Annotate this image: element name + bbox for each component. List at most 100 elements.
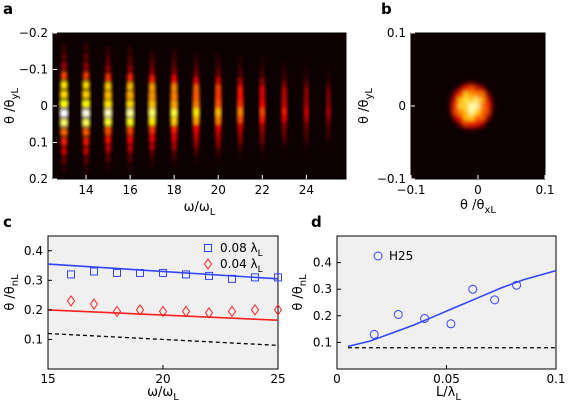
harmonic-stripe-segment — [106, 46, 111, 55]
harmonic-stripe-segment — [171, 133, 177, 142]
panel-d-background — [336, 235, 557, 370]
legend-entry-label: 0.08 λL — [220, 241, 263, 259]
harmonic-stripe-segment — [237, 86, 244, 95]
panel-c-xlabel: ω/ωL — [147, 385, 179, 403]
harmonic-stripe-segment — [326, 95, 331, 104]
panel-c-axes: 15 20 250.10.20.30.4ω/ωLθ /θnL — [3, 244, 286, 403]
harmonic-stripe-19 — [192, 53, 200, 164]
panel-b-xlabel-part: x — [484, 205, 490, 216]
harmonic-stripe-segment — [282, 73, 287, 82]
harmonic-stripe-segment — [59, 99, 69, 108]
panel-b-xlabel: θ /θxL — [460, 198, 496, 216]
harmonic-stripe-segment — [326, 113, 331, 122]
spot-speckle — [474, 97, 480, 103]
harmonic-stripe-segment — [128, 46, 133, 55]
harmonic-stripe-segment — [215, 84, 222, 93]
harmonic-stripe-segment — [148, 91, 156, 100]
harmonic-stripe-21 — [237, 57, 244, 160]
harmonic-stripe-24 — [303, 60, 309, 157]
harmonic-stripe-segment — [105, 153, 111, 162]
harmonic-stripe-segment — [216, 61, 221, 70]
harmonic-stripe-segment — [84, 165, 89, 174]
data-point-circle — [420, 313, 430, 323]
spot-speckle — [479, 103, 485, 109]
data-point-diamond — [273, 304, 283, 316]
x-tick-label: 15 — [40, 372, 55, 386]
data-point-diamond — [250, 304, 260, 316]
harmonic-stripe-segment — [150, 158, 155, 167]
harmonic-stripe-segment — [238, 137, 243, 146]
spot-speckle — [463, 91, 469, 97]
harmonic-stripe-segment — [259, 93, 266, 102]
y-tick-label: 0 — [40, 99, 48, 113]
panel-a-xlabel-part: ω/ω — [184, 200, 210, 215]
harmonic-stripe-segment — [326, 126, 331, 135]
harmonic-stripe-segment — [105, 73, 111, 82]
harmonic-stripe-segment — [326, 76, 331, 85]
data-point-diamond — [204, 306, 214, 319]
panel-c-divergence-vs-harmonic: 0.08 λL0.04 λL 15 20 250.10.20.30.4ω/ωLθ /… — [3, 235, 286, 403]
harmonic-stripe-segment — [60, 118, 68, 127]
spot-speckle — [468, 91, 474, 97]
harmonic-stripe-segment — [60, 81, 68, 90]
harmonic-stripe-segment — [281, 107, 288, 116]
harmonic-stripe-segment — [171, 66, 177, 75]
harmonic-stripe-segment — [326, 145, 331, 154]
harmonic-stripe-segment — [105, 144, 111, 153]
harmonic-stripe-segment — [193, 124, 200, 133]
harmonic-stripe-segment — [194, 61, 199, 70]
y-tick-label: 0.1 — [29, 136, 48, 150]
data-point-diamond — [158, 305, 168, 318]
spot-speckle — [468, 79, 474, 85]
y-tick-label: −0.2 — [19, 26, 48, 40]
harmonic-stripe-14 — [81, 43, 91, 174]
spot-speckle — [468, 97, 474, 103]
spot-speckle — [463, 85, 469, 91]
harmonic-stripe-segment — [238, 144, 243, 153]
harmonic-stripe-segment — [84, 43, 89, 52]
harmonic-stripe-segment — [126, 108, 135, 117]
harmonic-stripe-segment — [126, 117, 134, 126]
spot-speckle — [485, 103, 491, 109]
harmonic-stripe-segment — [60, 127, 68, 136]
data-point-circle — [369, 329, 379, 339]
harmonic-stripe-segment — [259, 108, 266, 117]
spot-speckle — [463, 115, 469, 121]
harmonic-stripe-segment — [149, 142, 155, 151]
panel-d-ylabel-part: L — [298, 274, 309, 280]
panel-b-ylabel-part: y — [364, 94, 375, 100]
harmonic-stripe-segment — [259, 130, 265, 139]
y-tick-label: 0.4 — [313, 256, 332, 270]
harmonic-stripe-segment — [282, 148, 287, 157]
harmonic-stripe-segment — [193, 131, 199, 140]
harmonic-stripe-segment — [214, 108, 222, 117]
x-tick-label: 18 — [167, 183, 182, 197]
harmonic-stripe-segment — [60, 90, 68, 99]
harmonic-stripe-segment — [83, 137, 90, 146]
harmonic-stripe-segment — [303, 101, 309, 110]
panel-a-xlabel-part: L — [210, 207, 216, 218]
harmonic-stripe-segment — [281, 94, 287, 103]
data-point-square — [182, 270, 190, 279]
harmonic-stripe-segment — [215, 139, 221, 148]
harmonic-stripe-segment — [216, 147, 221, 156]
harmonic-stripe-segment — [149, 66, 155, 75]
harmonic-stripe-segment — [126, 91, 134, 100]
harmonic-stripe-segment — [260, 64, 265, 73]
harmonic-stripe-segment — [83, 156, 89, 165]
harmonic-stripe-segment — [237, 122, 244, 131]
spot-speckle — [463, 79, 469, 85]
panel-c-ylabel: θ /θnL — [3, 274, 21, 311]
spot-speckle — [463, 103, 469, 109]
harmonic-stripe-segment — [326, 70, 331, 79]
harmonic-stripe-segment — [192, 108, 200, 117]
spot-speckle — [474, 127, 480, 133]
harmonic-stripe-segment — [82, 81, 90, 90]
spot-speckle — [446, 97, 452, 103]
spot-speckle — [479, 85, 485, 91]
spot-speckle — [452, 97, 458, 103]
harmonic-stripe-segment — [126, 126, 134, 135]
panel-d-xlabel: L/λL — [436, 385, 461, 403]
data-point-circle — [512, 280, 522, 290]
